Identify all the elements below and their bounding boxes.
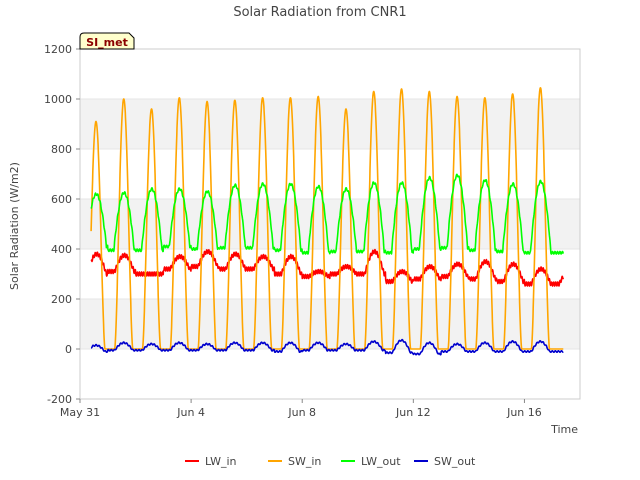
y-tick-label: 0 — [65, 343, 72, 356]
y-tick-label: 400 — [51, 243, 72, 256]
x-tick-label: Jun 4 — [176, 406, 205, 419]
legend-label: SW_out — [434, 455, 476, 468]
plot-frame — [79, 48, 581, 400]
legend-label: LW_in — [205, 455, 237, 468]
legend-label: LW_out — [361, 455, 401, 468]
x-axis: May 31 Jun 4 Jun 8 Jun 12 Jun 16 — [60, 399, 542, 419]
y-tick-label: 1200 — [44, 43, 72, 56]
y-tick-label: -200 — [47, 393, 72, 406]
grid-band — [80, 99, 580, 149]
badge-label: SI_met — [86, 36, 128, 49]
grid-bands — [80, 48, 580, 400]
y-tick-label: 1000 — [44, 93, 72, 106]
x-tick-label: May 31 — [60, 406, 100, 419]
y-tick-label: 800 — [51, 143, 72, 156]
series-layer — [90, 87, 565, 356]
y-axis: -200 0 200 400 600 800 1000 1200 — [44, 43, 80, 406]
badge-shape — [79, 32, 135, 50]
x-tick-label: Jun 12 — [395, 406, 431, 419]
x-tick-label: Jun 8 — [287, 406, 316, 419]
legend-label: SW_in — [288, 455, 321, 468]
grid-band — [80, 199, 580, 249]
series-line-lw-in — [90, 248, 565, 287]
grid-band — [80, 299, 580, 349]
legend: LW_in SW_in LW_out SW_out — [185, 455, 476, 468]
x-tick-label: Jun 16 — [506, 406, 542, 419]
chart-title: Solar Radiation from CNR1 — [233, 5, 406, 20]
station-badge: SI_met — [79, 32, 135, 50]
y-axis-label: Solar Radiation (W/m2) — [8, 162, 21, 290]
y-tick-label: 600 — [51, 193, 72, 206]
series-line-sw-out — [90, 338, 564, 356]
series-line-lw-out — [90, 173, 565, 255]
x-axis-label: Time — [550, 423, 578, 436]
y-tick-label: 200 — [51, 293, 72, 306]
